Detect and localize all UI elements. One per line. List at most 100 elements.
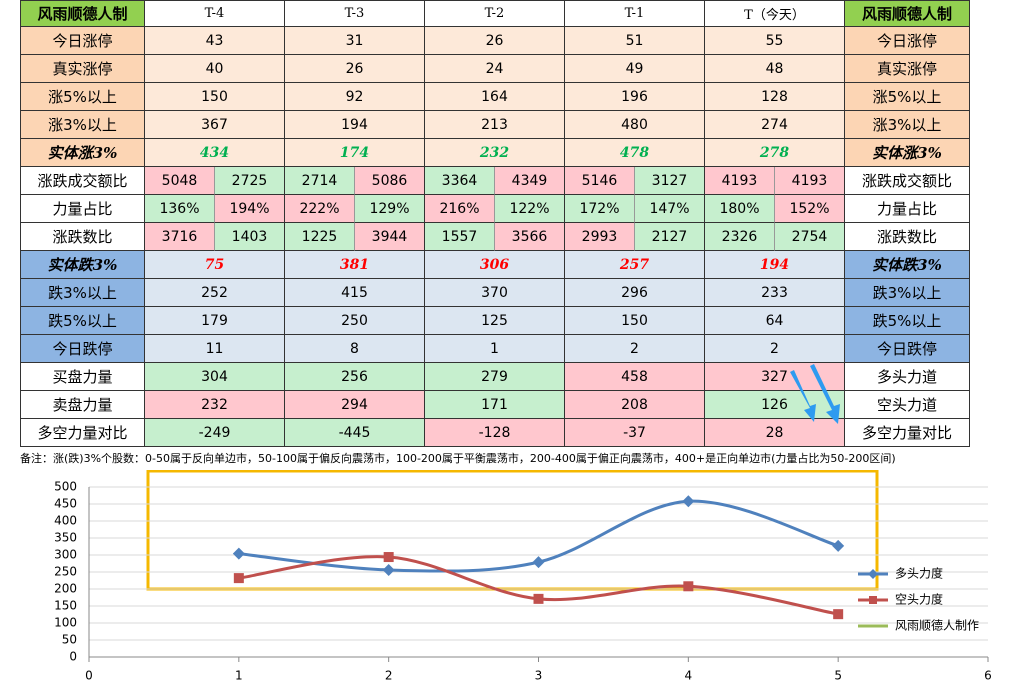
legend-marker <box>869 596 877 604</box>
y-tick-label: 200 <box>54 582 77 596</box>
row-label: 卖盘力量 <box>20 391 145 419</box>
y-tick-label: 0 <box>69 650 77 664</box>
y-tick-label: 400 <box>54 514 77 528</box>
row-label-right: 涨跌成交额比 <box>845 167 970 195</box>
x-tick-label: 5 <box>834 669 842 683</box>
data-cell: 279 <box>425 363 565 391</box>
data-cell: 43 <box>145 27 285 55</box>
header-cell: T-3 <box>285 0 425 27</box>
data-cell: 40 <box>145 55 285 83</box>
data-cell: 75 <box>145 251 285 279</box>
data-cell: 128 <box>705 83 845 111</box>
data-cell: 370 <box>425 279 565 307</box>
y-tick-label: 350 <box>54 531 77 545</box>
row-label: 涨3%以上 <box>20 111 145 139</box>
marker <box>832 539 845 552</box>
data-cell: 26 <box>285 55 425 83</box>
header-cell: 风雨顺德人制 <box>845 0 970 27</box>
row-label: 今日跌停 <box>20 335 145 363</box>
data-cell: 150 <box>145 83 285 111</box>
row-label-right: 力量占比 <box>845 195 970 223</box>
row-label: 涨跌成交额比 <box>20 167 145 195</box>
data-cell: 31 <box>285 27 425 55</box>
data-cell: 174 <box>285 139 425 167</box>
data-cell: 194% <box>215 195 285 223</box>
data-cell: 196 <box>565 83 705 111</box>
marker <box>533 593 544 604</box>
row-label: 今日涨停 <box>20 27 145 55</box>
header-cell: T-2 <box>425 0 565 27</box>
x-tick-label: 6 <box>984 669 992 683</box>
arrow <box>790 370 816 422</box>
y-tick-label: 450 <box>54 497 77 511</box>
data-cell: 5146 <box>565 167 635 195</box>
marker <box>683 581 694 592</box>
x-tick-label: 3 <box>535 669 543 683</box>
data-cell: 232 <box>145 391 285 419</box>
data-cell: 232 <box>425 139 565 167</box>
data-cell: 3127 <box>635 167 705 195</box>
data-cell: 3364 <box>425 167 495 195</box>
data-cell: 1557 <box>425 223 495 251</box>
legend-label: 多头力度 <box>895 566 943 581</box>
marker <box>233 573 244 584</box>
data-cell: 125 <box>425 307 565 335</box>
data-cell: 306 <box>425 251 565 279</box>
data-cell: 296 <box>565 279 705 307</box>
data-cell: 4193 <box>775 167 845 195</box>
row-label: 涨跌数比 <box>20 223 145 251</box>
data-cell: 152% <box>775 195 845 223</box>
data-cell: 92 <box>285 83 425 111</box>
data-cell: 147% <box>635 195 705 223</box>
data-cell: 5048 <box>145 167 215 195</box>
row-label: 涨5%以上 <box>20 83 145 111</box>
data-cell: 216% <box>425 195 495 223</box>
y-tick-label: 150 <box>54 599 77 613</box>
data-cell: 1 <box>425 335 565 363</box>
data-cell: 2 <box>705 335 845 363</box>
y-tick-label: 500 <box>54 480 77 494</box>
data-cell: 480 <box>565 111 705 139</box>
marker <box>382 563 395 576</box>
y-tick-label: 250 <box>54 565 77 579</box>
header-cell: T（今天） <box>705 0 845 27</box>
data-cell: 180% <box>705 195 775 223</box>
data-cell: 2127 <box>635 223 705 251</box>
data-cell: 2725 <box>215 167 285 195</box>
marker <box>682 495 695 508</box>
y-tick-label: 100 <box>54 616 77 630</box>
data-cell: 172% <box>565 195 635 223</box>
data-cell: 122% <box>495 195 565 223</box>
data-cell: 250 <box>285 307 425 335</box>
row-label: 实体涨3% <box>20 139 145 167</box>
data-cell: 304 <box>145 363 285 391</box>
row-label-right: 跌5%以上 <box>845 307 970 335</box>
data-cell: 2714 <box>285 167 355 195</box>
data-cell: 2326 <box>705 223 775 251</box>
row-label-right: 跌3%以上 <box>845 279 970 307</box>
data-cell: 194 <box>705 251 845 279</box>
data-cell: -249 <box>145 419 285 447</box>
row-label-right: 涨3%以上 <box>845 111 970 139</box>
row-label-right: 多空力量对比 <box>845 419 970 447</box>
data-cell: 252 <box>145 279 285 307</box>
row-label-right: 今日跌停 <box>845 335 970 363</box>
highlight-box <box>146 470 879 591</box>
data-cell: 478 <box>565 139 705 167</box>
legend-marker <box>868 569 878 579</box>
data-cell: -445 <box>285 419 425 447</box>
row-label: 力量占比 <box>20 195 145 223</box>
data-cell: 3944 <box>355 223 425 251</box>
data-cell: 4193 <box>705 167 775 195</box>
note: 备注：涨(跌)3%个股数：0-50属于反向单边市，50-100属于偏反向震荡市，… <box>20 452 896 465</box>
data-cell: 24 <box>425 55 565 83</box>
marker <box>833 609 844 620</box>
header-cell: T-1 <box>565 0 705 27</box>
legend-label: 空头力度 <box>895 592 943 607</box>
data-cell: 327 <box>705 363 845 391</box>
data-cell: 434 <box>145 139 285 167</box>
arrows <box>790 364 840 424</box>
row-label-right: 多头力道 <box>845 363 970 391</box>
row-label-right: 涨5%以上 <box>845 83 970 111</box>
